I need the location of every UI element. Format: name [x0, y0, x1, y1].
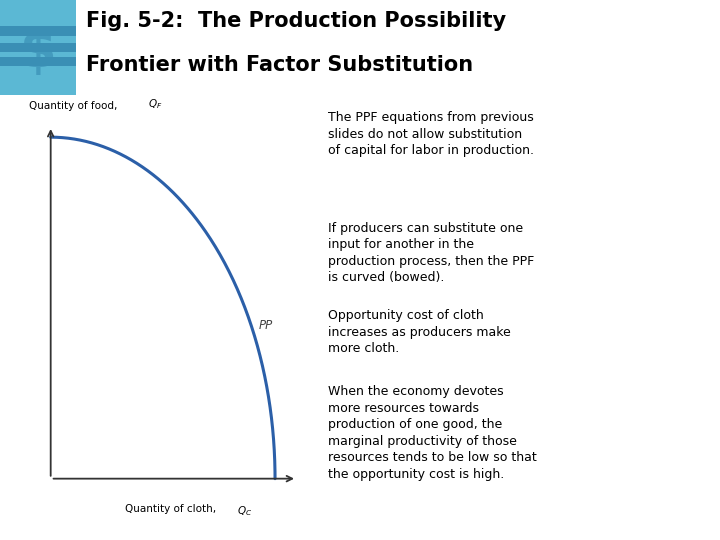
- Bar: [0, 0, 76, 94]
- Text: Quantity of food,: Quantity of food,: [29, 102, 120, 111]
- Bar: [0, 57, 76, 66]
- Text: If producers can substitute one
input for another in the
production process, the: If producers can substitute one input fo…: [328, 222, 534, 285]
- Bar: [0, 43, 76, 52]
- Text: $Q_C$: $Q_C$: [237, 504, 252, 518]
- Text: Quantity of cloth,: Quantity of cloth,: [125, 504, 219, 515]
- Text: The PPF equations from previous
slides do not allow substitution
of capital for : The PPF equations from previous slides d…: [328, 111, 534, 157]
- Text: Fig. 5-2:  The Production Possibility: Fig. 5-2: The Production Possibility: [86, 11, 507, 31]
- Text: Copyright ©2015 Pearson Education, Inc. All rights reserved.: Copyright ©2015 Pearson Education, Inc. …: [11, 516, 330, 525]
- Text: Opportunity cost of cloth
increases as producers make
more cloth.: Opportunity cost of cloth increases as p…: [328, 309, 510, 355]
- Text: $Q_F$: $Q_F$: [148, 98, 162, 111]
- Text: When the economy devotes
more resources towards
production of one good, the
marg: When the economy devotes more resources …: [328, 385, 536, 481]
- Text: 5-9: 5-9: [692, 516, 709, 525]
- Text: PP: PP: [258, 319, 272, 332]
- Text: $: $: [20, 26, 57, 78]
- Bar: [0, 26, 76, 36]
- Text: Frontier with Factor Substitution: Frontier with Factor Substitution: [86, 55, 474, 75]
